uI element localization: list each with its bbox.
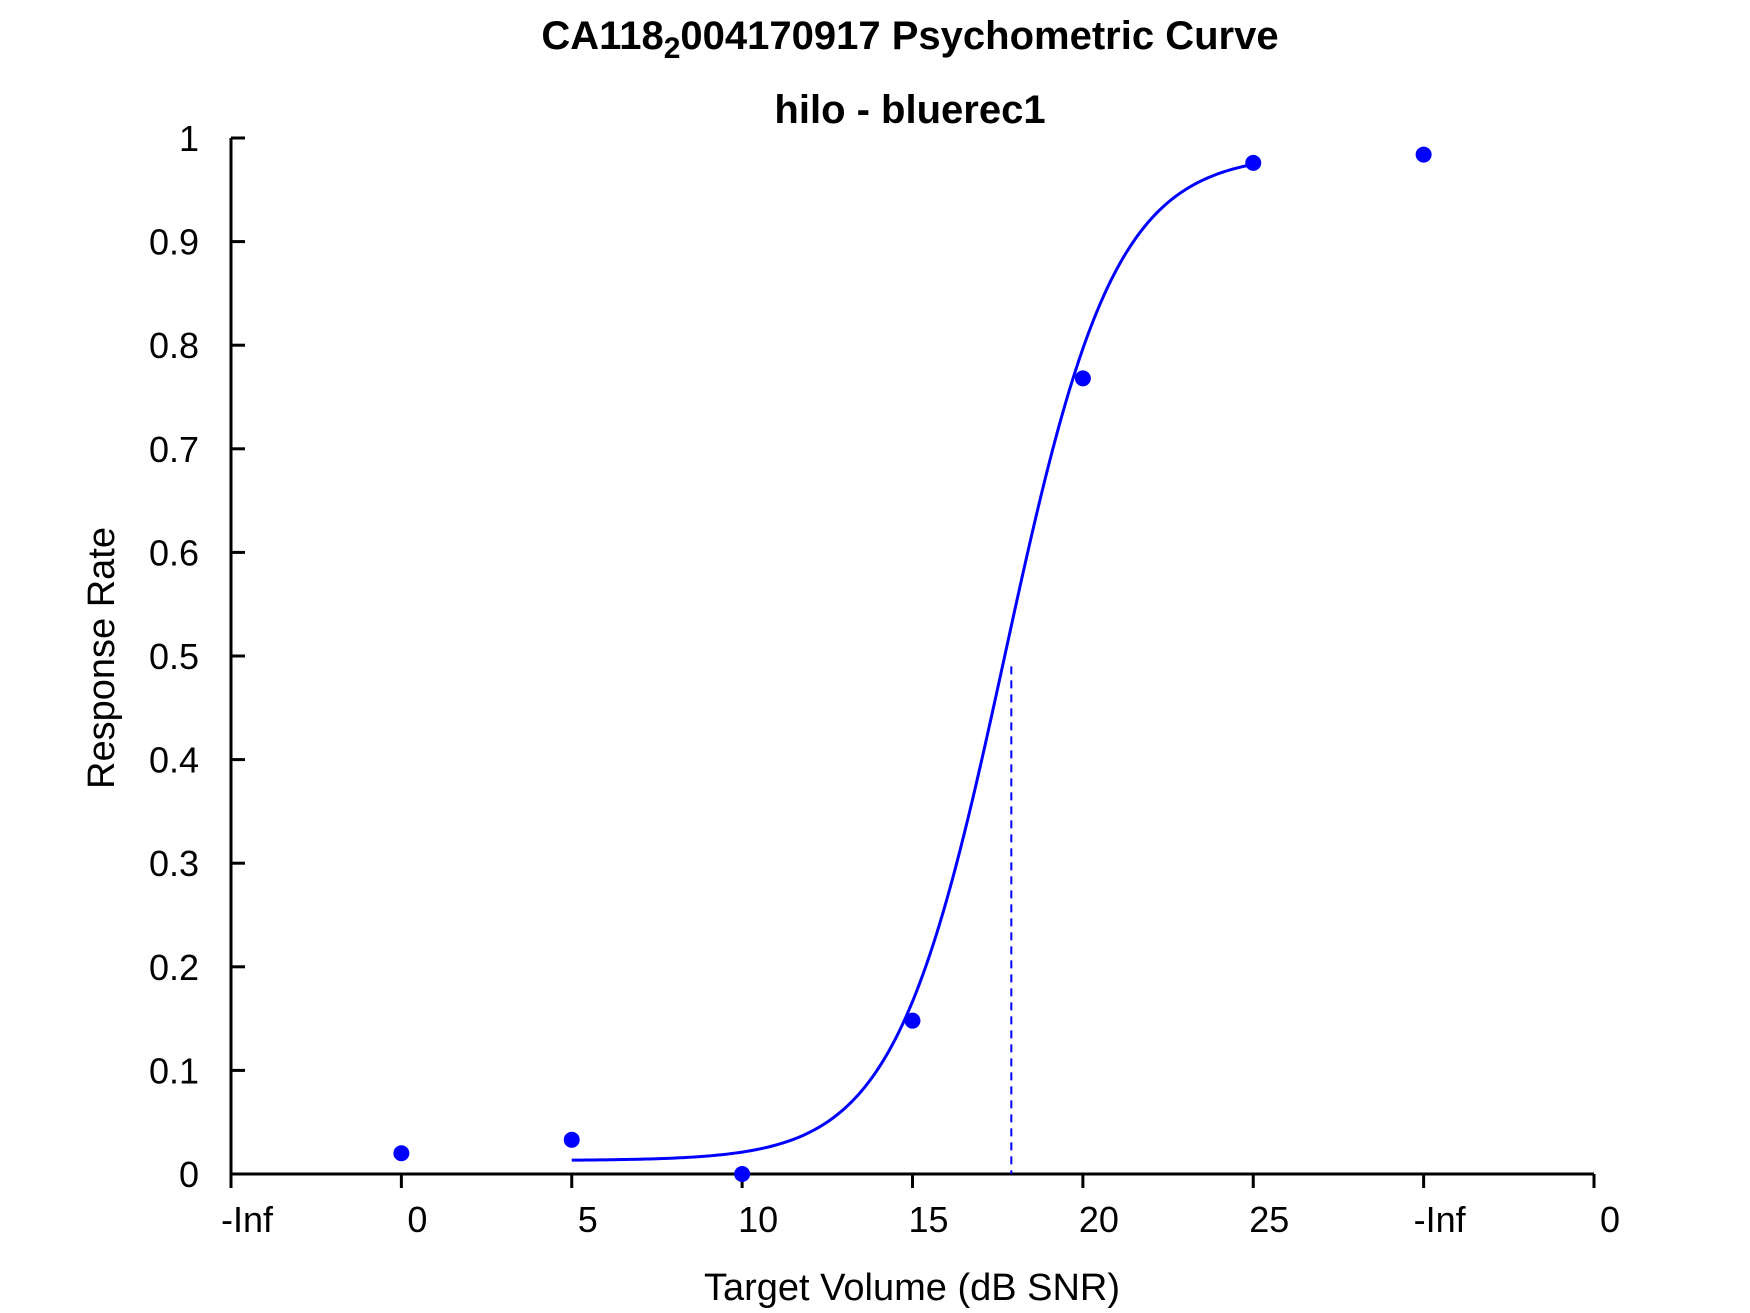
data-point — [904, 1012, 921, 1029]
y-tick-label: 0.9 — [149, 222, 199, 263]
axes: 0 0.1 0.2 0.3 0.4 0.5 0.6 0.7 0.8 0.9 1 -Inf 0 5 10 15 2… — [149, 118, 1620, 1240]
x-tick-label: 15 — [908, 1199, 948, 1240]
y-tick-label: 0.2 — [149, 947, 199, 988]
y-tick-label: 0.5 — [149, 636, 199, 677]
x-tick-label: 10 — [738, 1199, 778, 1240]
data-point — [1415, 146, 1432, 163]
fit-curve — [571, 162, 1254, 1162]
data-point — [563, 1131, 580, 1148]
fit-curve-layer — [571, 162, 1254, 1162]
y-axis-title: Response Rate — [81, 527, 123, 789]
x-tick-label: -Inf — [221, 1199, 274, 1240]
y-tick-label: 0.7 — [149, 429, 199, 470]
data-point — [393, 1145, 410, 1162]
x-tick-label: 0 — [407, 1199, 427, 1240]
y-tick-label: 0.1 — [149, 1050, 199, 1091]
data-point — [734, 1166, 751, 1182]
x-tick-label: -Inf — [1414, 1199, 1467, 1240]
x-axis-title: Target Volume (dB SNR) — [704, 1267, 1120, 1309]
data-points — [393, 146, 1432, 1182]
y-tick-label: 0.6 — [149, 532, 199, 573]
chart-title: CA1182004170917 Psychometric Curve — [541, 14, 1279, 65]
x-tick-label: 5 — [578, 1199, 598, 1240]
chart-subtitle: hilo - bluerec1 — [774, 88, 1046, 132]
data-point — [1074, 370, 1091, 387]
y-tick-label: 0.4 — [149, 740, 199, 781]
y-tick-label: 0.3 — [149, 843, 199, 884]
y-tick-label: 0.8 — [149, 325, 199, 366]
y-tick-label: 1 — [179, 118, 199, 159]
x-tick-label: 20 — [1079, 1199, 1119, 1240]
x-tick-label: 0 — [1600, 1199, 1620, 1240]
data-point — [1245, 154, 1262, 171]
y-tick-label: 0 — [179, 1154, 199, 1195]
x-tick-label: 25 — [1249, 1199, 1289, 1240]
